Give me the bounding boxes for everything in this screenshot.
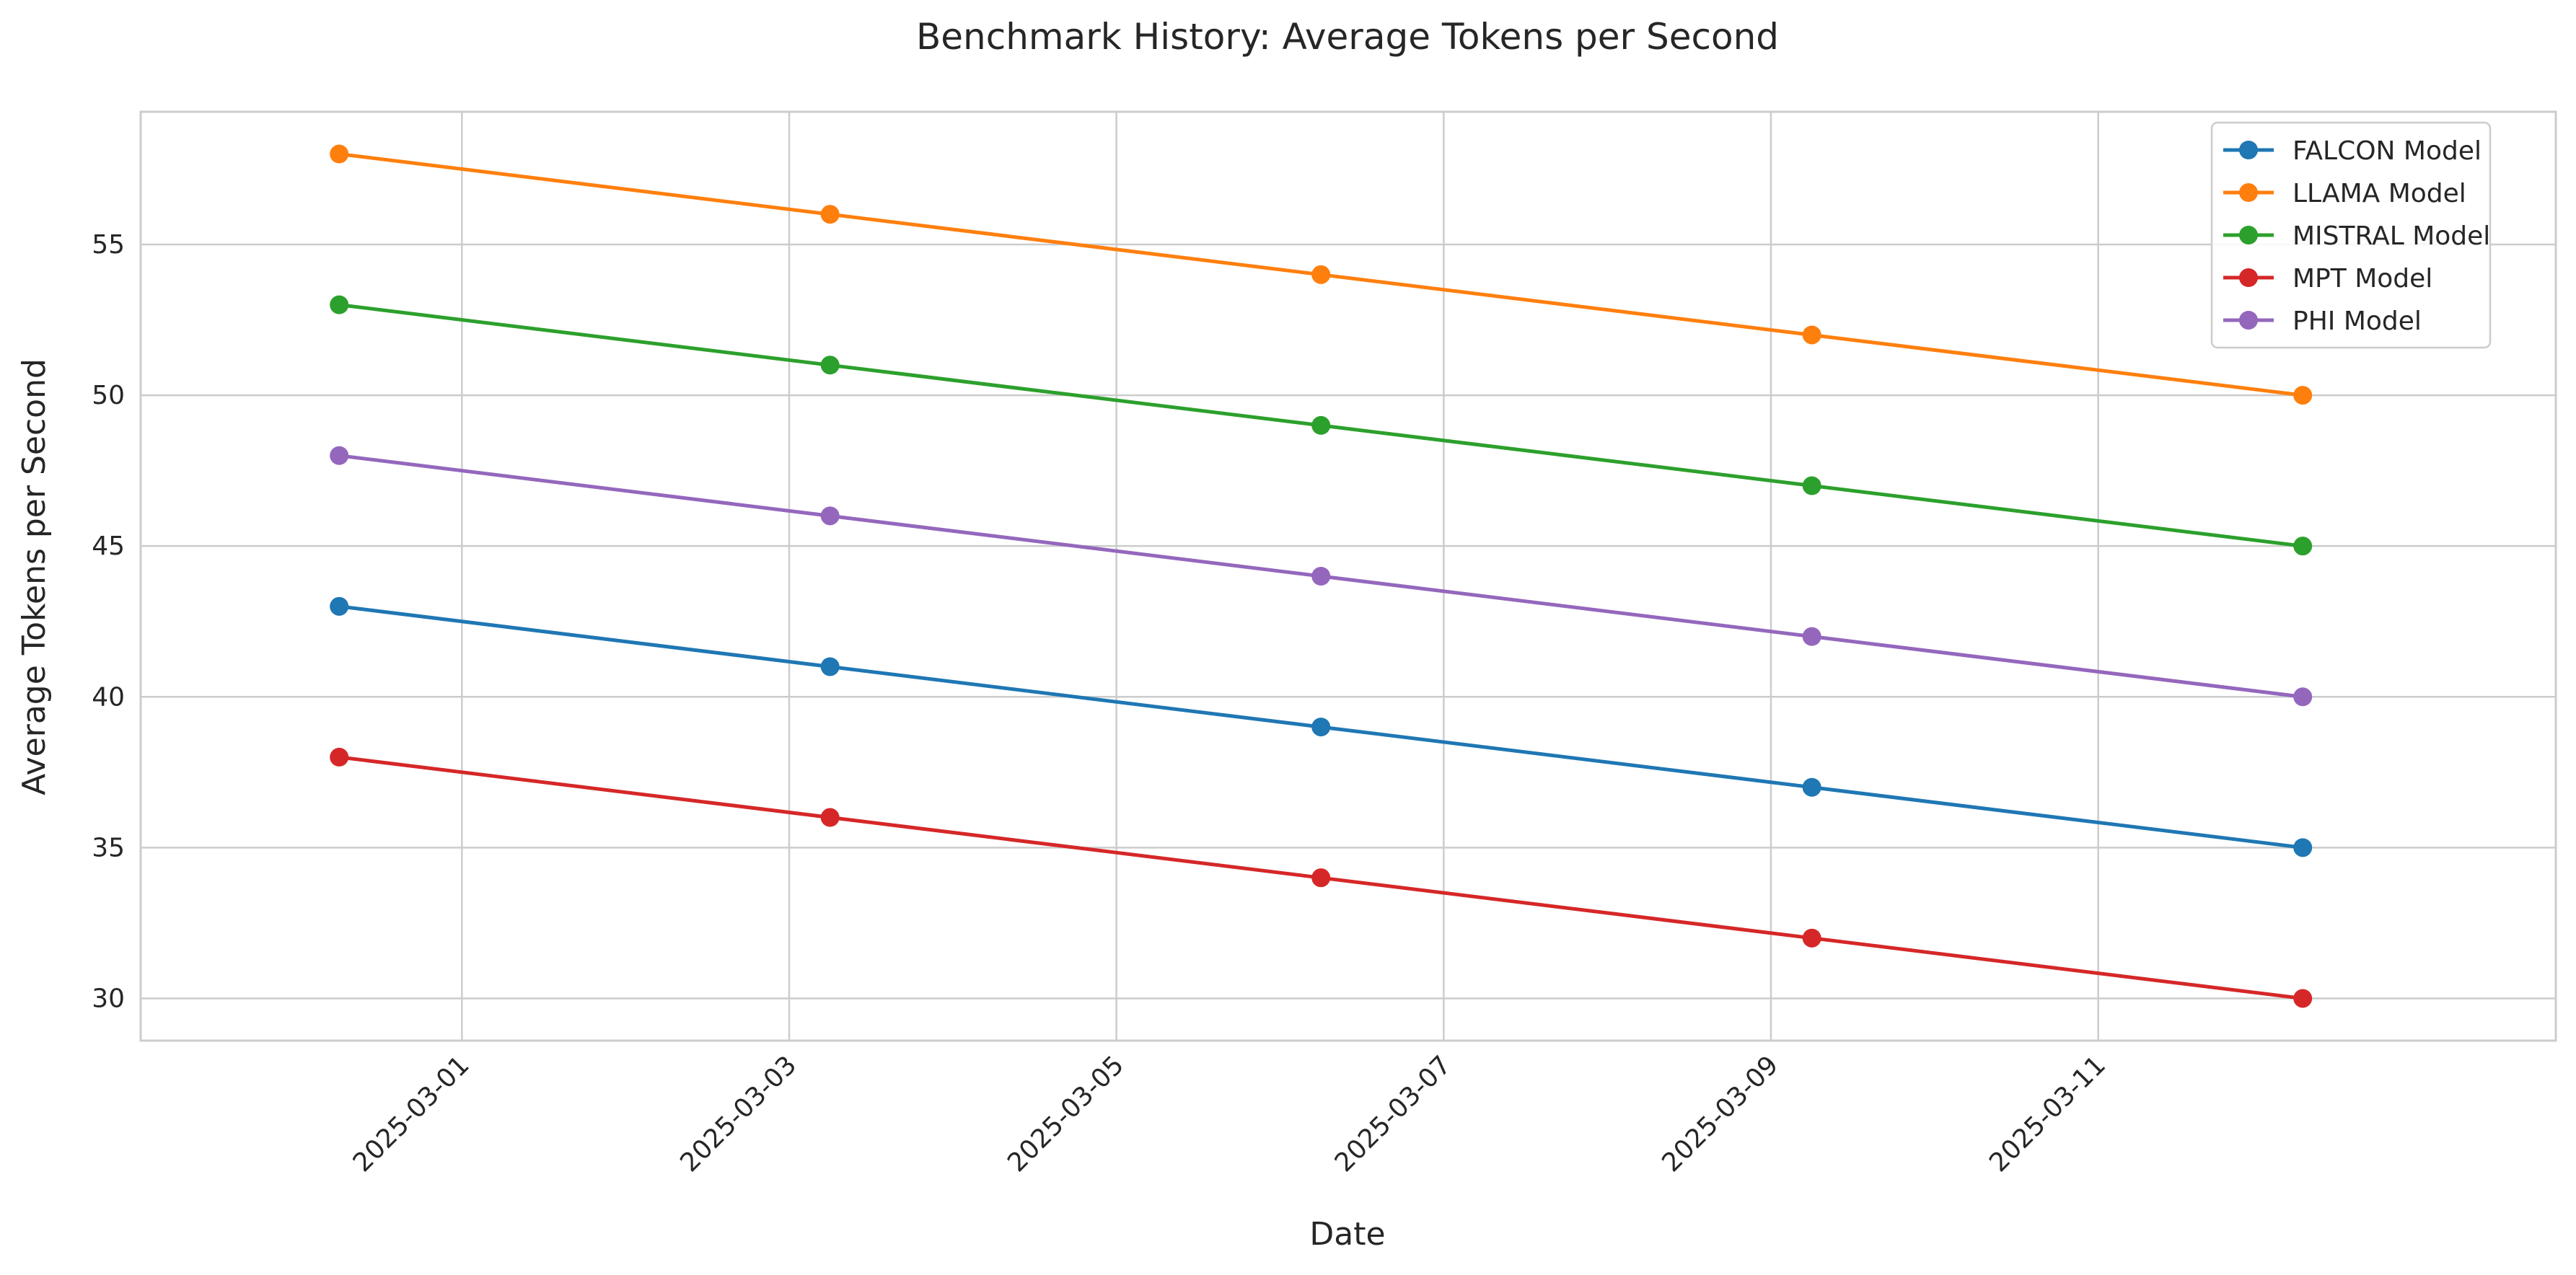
data-point bbox=[330, 596, 349, 616]
data-point bbox=[2293, 989, 2313, 1008]
legend-item: MISTRAL Model bbox=[2223, 221, 2490, 251]
data-point bbox=[1311, 265, 1331, 284]
x-tick-label: 2025-03-03 bbox=[674, 1050, 802, 1178]
data-point bbox=[1802, 928, 1821, 948]
legend-marker bbox=[2239, 141, 2258, 159]
grid bbox=[141, 112, 2556, 1041]
data-point bbox=[1311, 718, 1331, 737]
data-point bbox=[820, 808, 840, 827]
legend-item: MPT Model bbox=[2223, 264, 2432, 294]
legend-label: PHI Model bbox=[2293, 306, 2422, 336]
series-layer bbox=[330, 144, 2313, 1008]
data-point bbox=[2293, 386, 2313, 405]
y-tick-label: 30 bbox=[92, 984, 125, 1013]
legend-marker bbox=[2239, 311, 2258, 330]
data-point bbox=[330, 144, 349, 164]
legend-item: PHI Model bbox=[2223, 306, 2422, 336]
data-point bbox=[1311, 868, 1331, 888]
data-point bbox=[1802, 476, 1821, 495]
legend-label: FALCON Model bbox=[2293, 136, 2482, 166]
y-tick-label: 40 bbox=[92, 682, 125, 712]
x-tick-label: 2025-03-11 bbox=[1984, 1050, 2111, 1178]
legend-item: FALCON Model bbox=[2223, 136, 2482, 166]
data-point bbox=[1802, 777, 1821, 797]
data-point bbox=[1802, 325, 1821, 345]
legend-label: LLAMA Model bbox=[2293, 179, 2466, 208]
chart-title: Benchmark History: Average Tokens per Se… bbox=[916, 16, 1779, 58]
legend-marker bbox=[2239, 268, 2258, 287]
data-point bbox=[1311, 415, 1331, 435]
legend-box bbox=[2210, 121, 2492, 349]
y-tick-label: 45 bbox=[92, 531, 125, 561]
data-point bbox=[1311, 567, 1331, 586]
legend-item: LLAMA Model bbox=[2223, 179, 2466, 208]
series-mistral bbox=[330, 295, 2313, 556]
legend: FALCON Model LLAMA Model MISTRAL Model MPT … bbox=[2210, 121, 2492, 349]
x-tick-label: 2025-03-01 bbox=[348, 1050, 475, 1178]
x-tick-label: 2025-03-09 bbox=[1656, 1050, 1784, 1178]
data-point bbox=[2293, 537, 2313, 556]
series-mpt bbox=[330, 747, 2313, 1008]
data-point bbox=[1802, 627, 1821, 646]
y-axis-label: Average Tokens per Second bbox=[16, 358, 53, 795]
data-point bbox=[820, 356, 840, 375]
data-point bbox=[820, 205, 840, 224]
y-tick-label: 50 bbox=[92, 381, 125, 410]
legend-marker bbox=[2239, 183, 2258, 202]
tick-labels: 30 35 40 45 50 55 2025-03-01 2025-03-03 2025-03-… bbox=[92, 230, 2111, 1178]
x-tick-label: 2025-03-07 bbox=[1329, 1050, 1457, 1178]
y-tick-label: 35 bbox=[92, 833, 125, 862]
x-axis-label: Date bbox=[1309, 1216, 1385, 1253]
plot-frame bbox=[139, 110, 2557, 1042]
y-tick-label: 55 bbox=[92, 230, 125, 260]
data-point bbox=[820, 506, 840, 526]
legend-label: MPT Model bbox=[2293, 264, 2432, 294]
data-point bbox=[2293, 687, 2313, 707]
data-point bbox=[330, 295, 349, 314]
x-tick-label: 2025-03-05 bbox=[1002, 1050, 1130, 1178]
series-llama bbox=[330, 144, 2313, 405]
legend-label: MISTRAL Model bbox=[2293, 221, 2490, 251]
data-point bbox=[330, 446, 349, 465]
series-falcon bbox=[330, 596, 2313, 857]
data-point bbox=[330, 747, 349, 767]
data-point bbox=[2293, 838, 2313, 857]
legend-marker bbox=[2239, 226, 2258, 244]
series-phi bbox=[330, 446, 2313, 707]
data-point bbox=[820, 657, 840, 676]
